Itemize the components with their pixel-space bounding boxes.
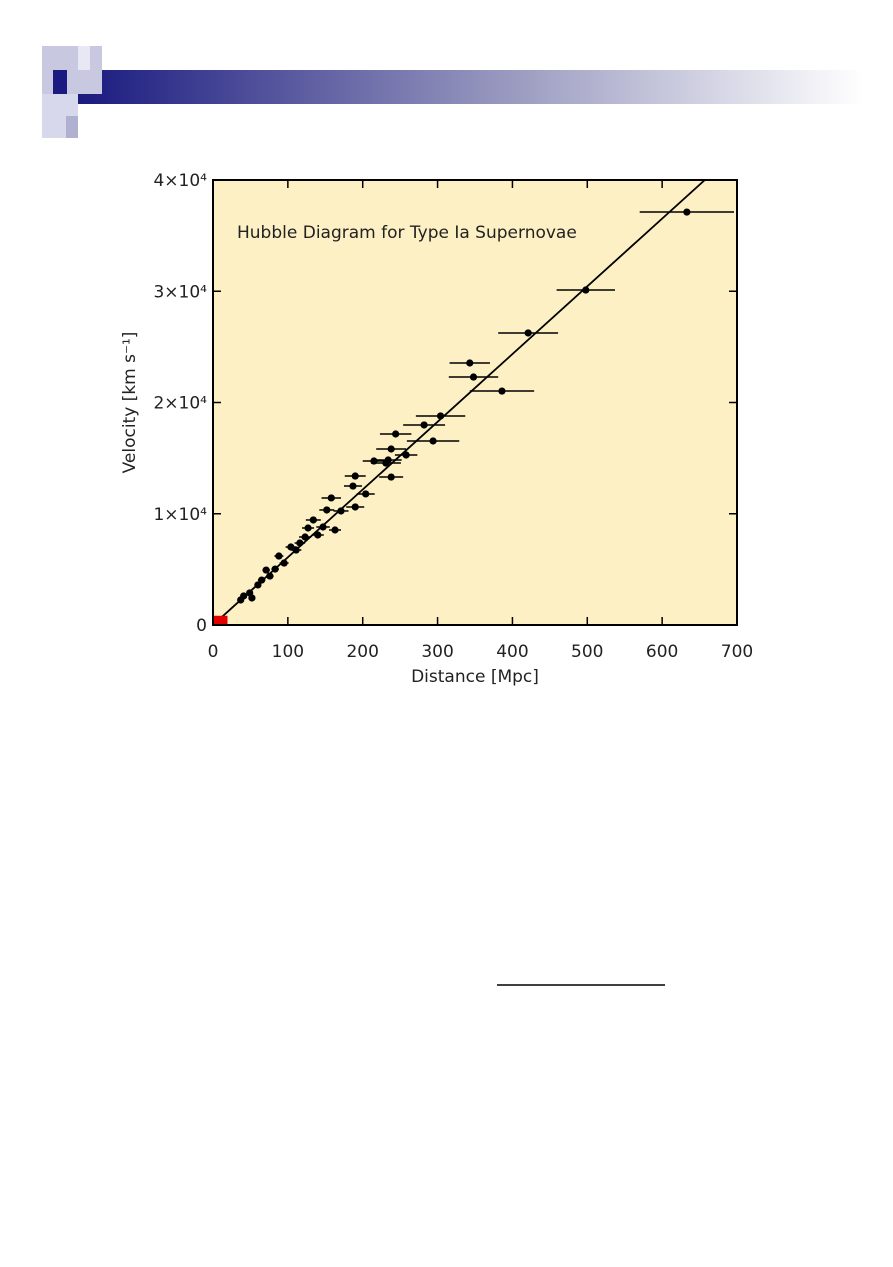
point xyxy=(327,494,335,502)
header-square xyxy=(53,70,67,94)
point xyxy=(248,594,256,602)
header-square xyxy=(78,46,90,70)
point xyxy=(351,503,359,511)
point xyxy=(266,572,274,580)
point xyxy=(349,482,357,490)
point xyxy=(387,473,395,481)
header-square xyxy=(42,46,102,94)
plot-frame xyxy=(212,179,738,626)
point xyxy=(436,412,445,420)
point xyxy=(429,437,437,445)
point xyxy=(524,329,532,337)
point xyxy=(280,559,288,567)
point xyxy=(323,506,331,514)
point xyxy=(387,445,395,453)
x-tick-label: 200 xyxy=(346,642,378,662)
chart: 0 100 200 300 400 500 600 700 0 1×10⁴ 2×10⁴ 3×10⁴ 4×… xyxy=(120,171,753,687)
y-tick-label: 4×10⁴ xyxy=(153,171,207,191)
x-tick-label: 300 xyxy=(421,642,453,662)
x-tick-label: 600 xyxy=(646,642,678,662)
point xyxy=(304,524,312,532)
point xyxy=(382,459,390,467)
point xyxy=(319,523,327,531)
point xyxy=(351,472,359,480)
point xyxy=(392,430,400,438)
point xyxy=(331,526,339,534)
x-tick-label: 100 xyxy=(272,642,304,662)
point xyxy=(287,543,295,551)
point xyxy=(466,359,474,367)
point xyxy=(582,286,590,294)
point xyxy=(262,566,270,574)
x-tick-label: 400 xyxy=(496,642,528,662)
point xyxy=(254,581,262,589)
point xyxy=(469,373,478,381)
x-tick-label: 500 xyxy=(571,642,603,662)
point xyxy=(309,516,317,524)
point xyxy=(314,531,322,539)
y-tick-label: 2×10⁴ xyxy=(153,394,207,414)
point xyxy=(498,387,506,395)
x-tick-label: 0 xyxy=(208,642,219,662)
point xyxy=(301,533,309,541)
point xyxy=(213,615,228,625)
header-bar xyxy=(78,70,863,104)
y-tick-label: 1×10⁴ xyxy=(153,505,207,525)
point xyxy=(362,490,370,498)
point xyxy=(402,451,410,459)
annotation: Hubble Diagram for Type Ia Supernovae xyxy=(237,223,577,243)
point xyxy=(271,565,279,573)
point xyxy=(337,507,345,515)
y-tick-label: 0 xyxy=(196,616,207,636)
header-square xyxy=(66,116,78,138)
point xyxy=(275,552,283,560)
point xyxy=(296,539,304,547)
point xyxy=(420,421,428,429)
x-tick-label: 700 xyxy=(721,642,753,662)
point xyxy=(292,546,300,554)
x-axis-label: Distance [Mpc] xyxy=(411,667,539,687)
plot-background xyxy=(213,180,737,625)
y-tick-label: 3×10⁴ xyxy=(153,282,207,302)
point xyxy=(237,596,245,604)
point xyxy=(258,576,266,584)
point xyxy=(683,208,691,216)
y-axis-label: Velocity [km s⁻¹] xyxy=(120,332,140,474)
